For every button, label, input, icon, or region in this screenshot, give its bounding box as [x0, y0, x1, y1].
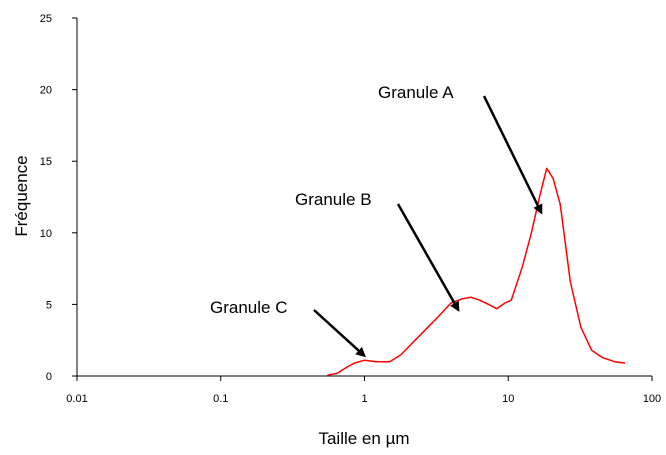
y-tick-label: 15	[40, 156, 52, 168]
annotation-arrow	[396, 203, 460, 312]
ticks: 0.01 0.1 1 10 100 0 5 10 15 20 25	[40, 13, 661, 405]
annotation-label: Granule A	[378, 83, 454, 102]
y-tick-label: 0	[46, 371, 52, 383]
x-tick-label: 1	[361, 393, 367, 405]
y-tick-label: 5	[46, 299, 52, 311]
annotation-arrow	[313, 309, 366, 358]
y-axis-title: Fréquence	[12, 155, 31, 236]
series	[327, 167, 626, 377]
x-tick-label: 0.01	[66, 393, 87, 405]
x-tick-label: 100	[643, 393, 661, 405]
x-tick-label: 0.1	[213, 393, 228, 405]
annotation-label: Granule B	[295, 190, 372, 209]
x-tick-label: 10	[502, 393, 514, 405]
y-tick-label: 25	[40, 13, 52, 25]
series-line	[327, 167, 626, 377]
annotation-arrow	[482, 95, 543, 215]
annotation-label: Granule C	[210, 298, 287, 317]
y-tick-label: 20	[40, 85, 52, 97]
x-axis-title: Taille en µm	[318, 429, 409, 448]
annotations: Granule A Granule B Granule C	[210, 83, 543, 358]
y-tick-label: 10	[40, 228, 52, 240]
